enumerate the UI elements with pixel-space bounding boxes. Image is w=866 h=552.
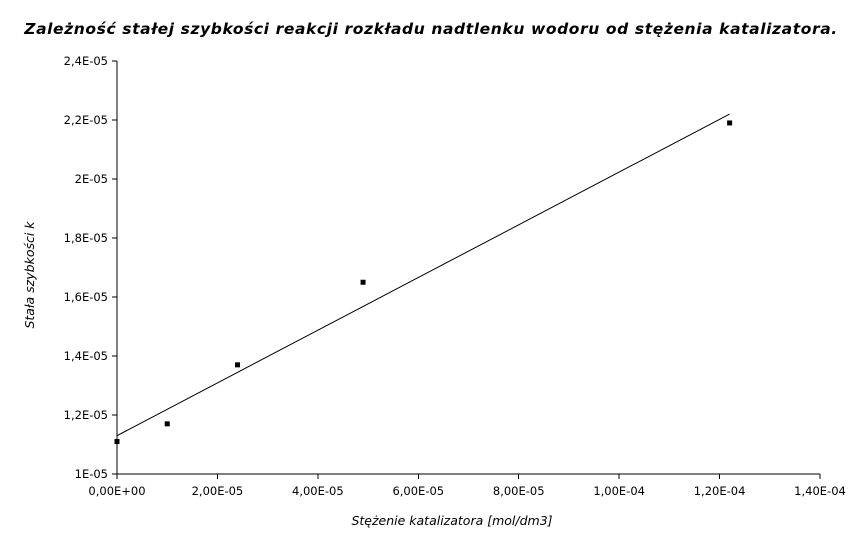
chart-title: Zależność stałej szybkości reakcji rozkł…: [23, 20, 838, 38]
y-tick-label: 1,8E-05: [64, 231, 108, 245]
x-tick-label: 1,20E-04: [694, 484, 746, 498]
y-tick-label: 1,4E-05: [64, 349, 108, 363]
data-point: [164, 421, 170, 427]
y-tick-label: 2E-05: [75, 172, 108, 186]
x-tick-label: 2,00E-05: [192, 484, 244, 498]
data-point: [727, 120, 733, 126]
y-axis-ticks: 1E-05 1,2E-05 1,4E-05 1,6E-05 1,8E-05 2E-05 2,…: [64, 54, 117, 481]
x-tick-label: 4,00E-05: [292, 484, 344, 498]
axes: [116, 61, 820, 475]
y-tick-label: 2,4E-05: [64, 54, 108, 68]
y-tick-label: 1,2E-05: [64, 408, 108, 422]
x-tick-label: 1,00E-04: [593, 484, 645, 498]
x-axis-ticks: 0,00E+00 2,00E-05 4,00E-05 6,00E-05 8,00E-05…: [88, 474, 846, 498]
data-point: [235, 362, 241, 368]
y-tick-label: 1E-05: [75, 467, 108, 481]
x-axis-label: Stężenie katalizatora [mol/dm3]: [351, 513, 552, 528]
data-point: [114, 439, 120, 445]
x-tick-label: 0,00E+00: [88, 484, 145, 498]
y-tick-label: 2,2E-05: [64, 113, 108, 127]
x-tick-label: 6,00E-05: [392, 484, 444, 498]
y-axis-label: Stała szybkości k: [22, 221, 37, 329]
trendline: [116, 113, 730, 437]
data-point: [360, 279, 366, 285]
x-tick-label: 1,40E-04: [794, 484, 846, 498]
x-tick-label: 8,00E-05: [493, 484, 545, 498]
trendline-group: [116, 113, 730, 437]
y-tick-label: 1,6E-05: [64, 290, 108, 304]
data-points: [114, 120, 733, 445]
